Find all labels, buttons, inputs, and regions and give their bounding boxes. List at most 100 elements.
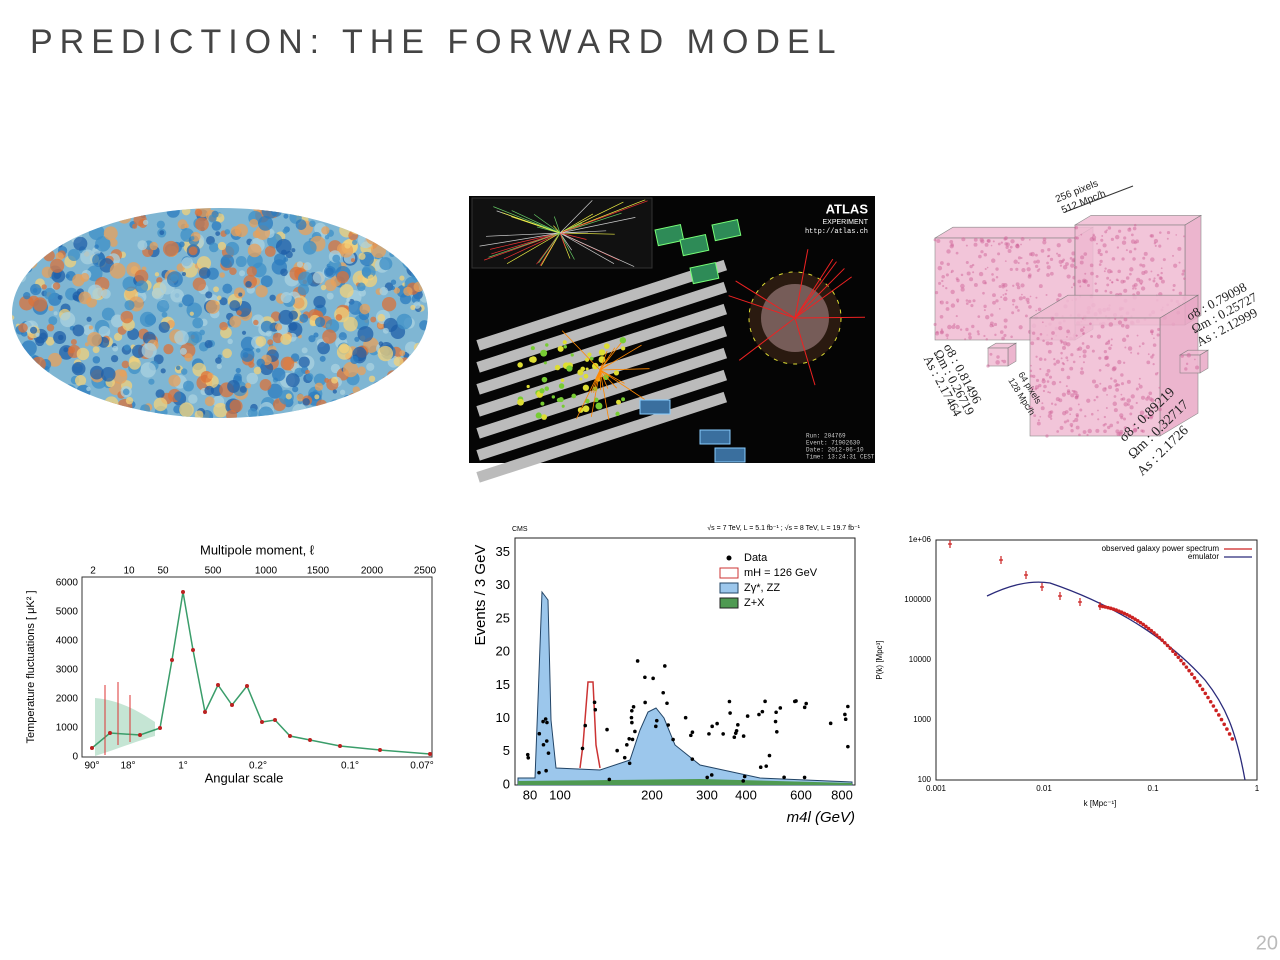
cmb-spot [87, 331, 102, 347]
cmb-spot [320, 284, 327, 291]
cmb-spot [285, 373, 300, 388]
cube-texture [1037, 419, 1040, 422]
cmb-spot [130, 208, 138, 212]
end-track [735, 280, 796, 319]
hit [556, 397, 562, 403]
cmb-spot [121, 406, 126, 411]
cube-texture [1154, 404, 1159, 409]
cube-top [1073, 215, 1203, 226]
cmb-spot [391, 235, 405, 250]
cube-texture [1095, 395, 1099, 399]
cmb-spot [413, 224, 418, 229]
cube-texture [1003, 318, 1008, 323]
cube-texture [1062, 362, 1066, 366]
cube-texture [1066, 274, 1071, 279]
cube-texture [1034, 253, 1038, 257]
cube-texture [982, 280, 987, 285]
cube-texture [947, 324, 952, 330]
cmb-spot [370, 242, 387, 259]
data-point [654, 724, 658, 729]
cmb-spot [69, 407, 75, 414]
cmb-spot [33, 379, 49, 394]
cube-texture [1082, 331, 1086, 335]
cmb-spot [42, 381, 50, 389]
cmb-spot [419, 374, 425, 380]
cube-texture [1053, 362, 1057, 366]
x-tick-label: 0.1 [1147, 784, 1159, 793]
cube-texture [1139, 410, 1145, 416]
cmb-spot [415, 400, 427, 411]
cube-texture [1107, 339, 1111, 342]
observed-point [1106, 605, 1110, 610]
cmb-spot [95, 236, 111, 252]
cube-texture [1024, 314, 1028, 318]
detector-bar [476, 391, 728, 483]
cmb-spot [339, 411, 345, 417]
cube-texture [1106, 363, 1110, 367]
cmb-spot [233, 373, 242, 382]
cmb-spot [190, 236, 195, 241]
cube-texture [1045, 341, 1050, 346]
cmb-spot [399, 275, 405, 281]
data-point [802, 775, 807, 780]
y-tick-label: 35 [496, 544, 510, 559]
cube-texture [1047, 391, 1050, 394]
plot-frame [81, 576, 433, 758]
cmb-spot [97, 406, 103, 412]
cmb-spot [282, 228, 288, 234]
cube-texture [1186, 353, 1192, 358]
cmb-spot [188, 394, 198, 404]
cmb-spot [162, 240, 179, 257]
hit [535, 412, 542, 419]
track [479, 232, 561, 247]
cmb-spot [163, 343, 174, 355]
cmb-spot [259, 378, 272, 391]
cmb-spot [43, 214, 58, 229]
cmb-spot [285, 393, 292, 400]
cube-texture [1135, 401, 1138, 405]
hit [566, 365, 573, 372]
cmb-spot [42, 228, 48, 234]
cube-texture [1106, 283, 1110, 287]
data-point [705, 775, 709, 780]
cube-texture [1047, 349, 1052, 354]
cube-texture [992, 240, 995, 243]
observed-point [1200, 687, 1205, 692]
cube-texture [1020, 257, 1023, 260]
cmb-spot [117, 209, 132, 224]
bottom-tick-label: 90° [84, 761, 99, 772]
cube-texture [1106, 276, 1110, 280]
cmb-spot [192, 277, 206, 291]
cmb-spot [239, 385, 247, 393]
cube-texture [1129, 272, 1132, 276]
hit [613, 370, 620, 376]
cube-texture [1103, 415, 1106, 419]
x-tick-label: 0.01 [1036, 784, 1052, 793]
cube-texture [1133, 282, 1138, 287]
observed-point [1100, 604, 1105, 609]
cube-texture [1110, 338, 1113, 341]
cmb-spot [219, 297, 228, 306]
cmb-spot [21, 381, 27, 388]
cube-texture [1112, 366, 1117, 371]
cmb-spot [27, 363, 40, 376]
cube-texture [1016, 285, 1021, 290]
cmb-spot [418, 360, 428, 374]
hit [584, 357, 590, 362]
cmb-spot [213, 402, 228, 418]
cube-texture [1143, 414, 1148, 419]
cmb-spot [30, 283, 42, 296]
observed-point [1173, 652, 1178, 657]
data-point [843, 712, 847, 717]
cmb-spot [336, 270, 350, 284]
cube-texture [1012, 303, 1015, 306]
cube-texture [1035, 355, 1038, 358]
cube-texture [1094, 384, 1099, 389]
cube-texture [1075, 425, 1080, 430]
observed-point [1195, 679, 1199, 684]
cmb-spot [35, 208, 45, 218]
cmb-spot [241, 330, 247, 335]
cube-texture [1082, 354, 1087, 358]
y-tick-label: 15 [496, 677, 510, 692]
cmb-spot [63, 228, 73, 238]
